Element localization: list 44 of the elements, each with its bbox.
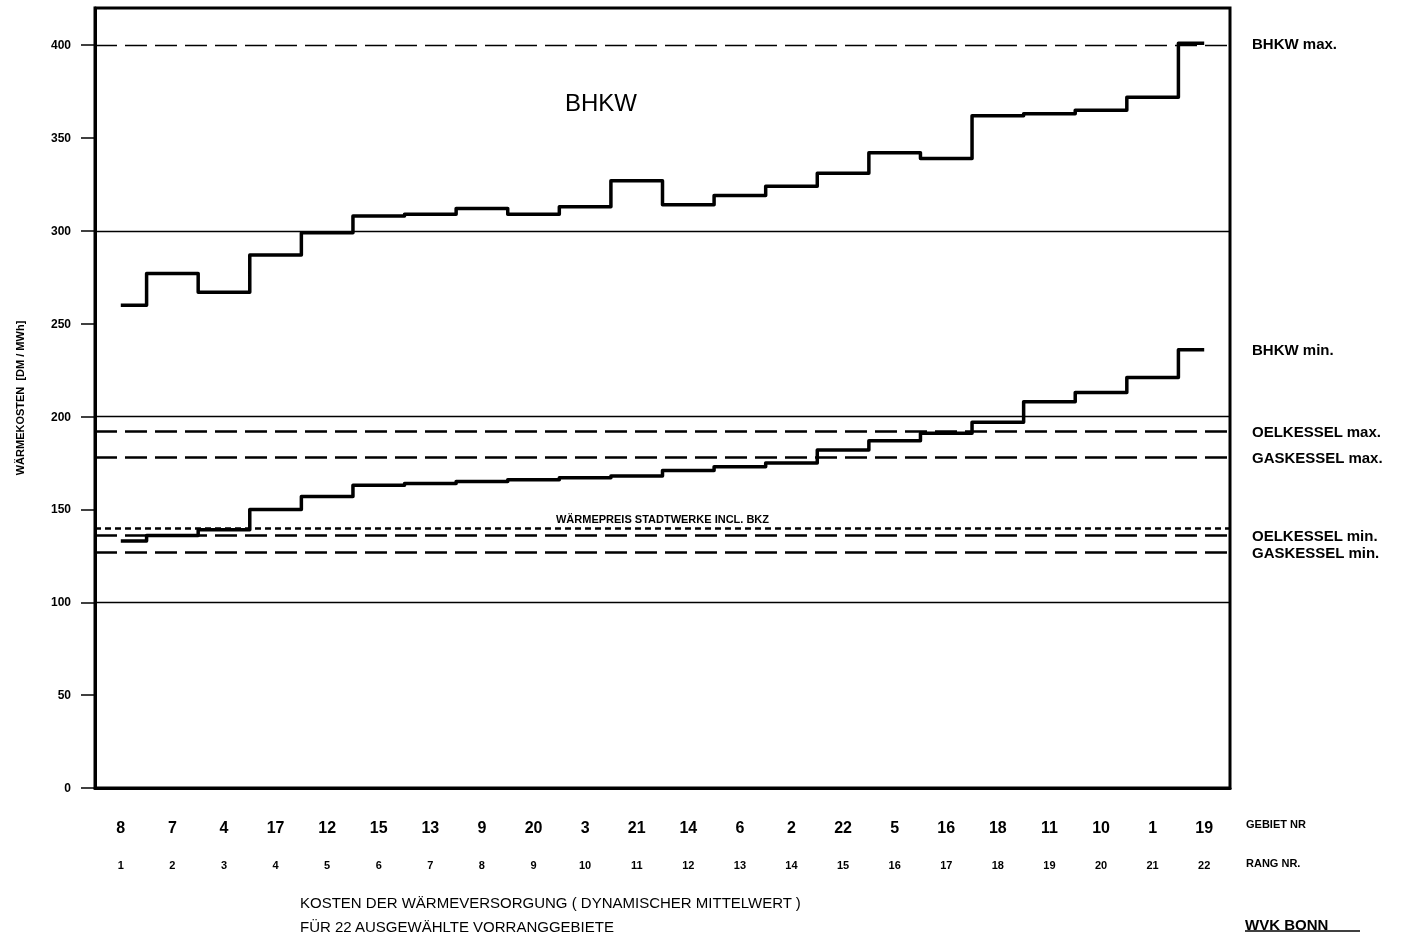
y-axis-title: WÄRMEKOSTEN [DM / MWh] xyxy=(13,320,26,476)
y-tick-label: 350 xyxy=(50,131,72,145)
category-label: 16 17 xyxy=(937,818,956,871)
y-tick-label: 100 xyxy=(50,595,72,610)
category-label: 7 2 xyxy=(167,818,177,871)
category-label: 6 13 xyxy=(733,818,747,871)
category-label: 13 7 xyxy=(421,818,440,871)
category-label: 11 19 xyxy=(1040,818,1058,871)
ref-line-label: GASKESSEL min. xyxy=(1252,543,1380,561)
category-label: 12 5 xyxy=(318,818,337,871)
category-label: 15 6 xyxy=(369,818,388,871)
category-label: 8 1 xyxy=(116,818,126,871)
category-label: 3 10 xyxy=(578,818,592,871)
category-label: 19 22 xyxy=(1195,818,1214,871)
text: GEBIET NR xyxy=(1246,818,1306,830)
category-label: 10 20 xyxy=(1092,818,1110,871)
category-label: 22 15 xyxy=(834,818,852,871)
ref-line-label: OELKESSEL min. xyxy=(1252,526,1378,544)
annotation: BHKW xyxy=(565,88,638,116)
category-label: 2 14 xyxy=(785,818,798,871)
y-tick-label: 250 xyxy=(50,316,72,331)
text: RANG NR. xyxy=(1246,857,1301,869)
text: KOSTEN DER WÄRMEVERSORGUNG ( DYNAMISCHER MITTELWERT ) FÜR 22 AUSGEWÄHLTE VORRANGGEBIETE xyxy=(300,893,801,935)
ref-line-label: WÄRMEPREIS STADTWERKE INCL. BKZ xyxy=(555,512,770,525)
category-label: 1 21 xyxy=(1146,818,1159,871)
y-tick-label: 0 xyxy=(64,781,72,795)
ref-line-label: GASKESSEL max. xyxy=(1252,448,1383,466)
category-label: 17 4 xyxy=(266,818,285,871)
category-label: 21 11 xyxy=(627,818,646,871)
y-tick-label: 400 xyxy=(50,38,72,53)
text: BHKW min. xyxy=(1252,341,1334,359)
category-label: 4 3 xyxy=(219,818,229,871)
y-tick-label: 300 xyxy=(50,223,72,238)
category-label: 9 8 xyxy=(477,818,487,871)
category-label: 20 9 xyxy=(524,818,543,871)
y-tick-label: 50 xyxy=(57,688,72,703)
category-label: 5 16 xyxy=(888,818,901,871)
ref-line-label: OELKESSEL max. xyxy=(1252,422,1381,440)
y-tick-label: 200 xyxy=(50,409,72,424)
text: WVK BONN xyxy=(1245,915,1329,933)
y-tick-label: 150 xyxy=(50,502,72,517)
category-label: 14 12 xyxy=(679,818,698,871)
text: BHKW max. xyxy=(1252,34,1338,52)
category-label: 18 18 xyxy=(988,818,1007,871)
